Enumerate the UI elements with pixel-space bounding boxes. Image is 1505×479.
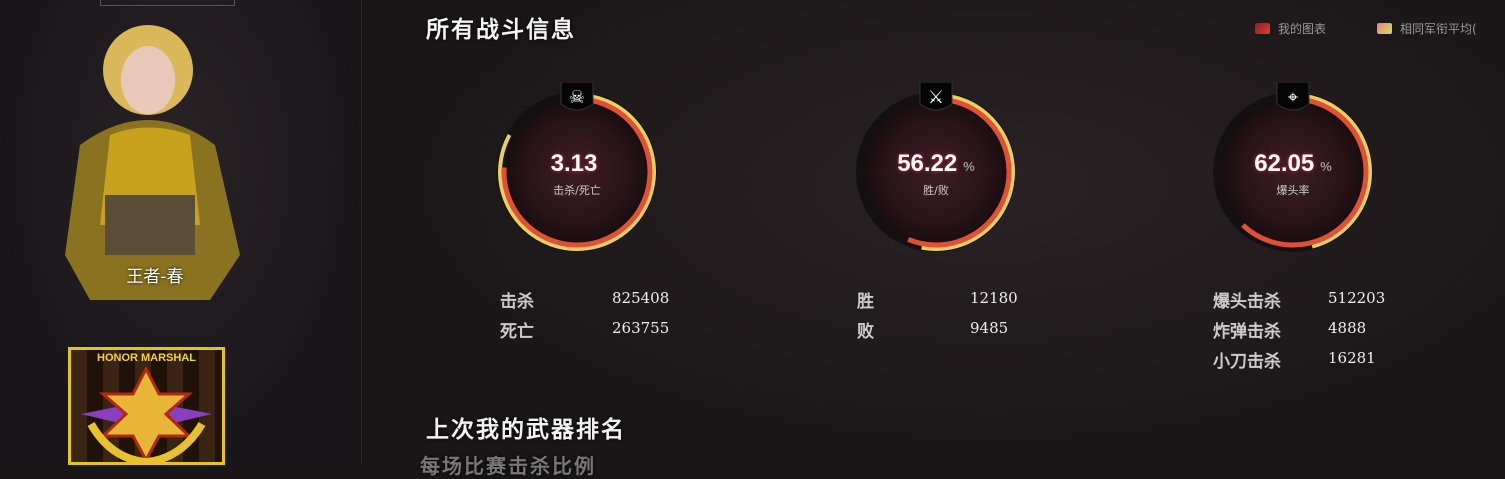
sniper-crosshair-icon: ⌖ (1288, 87, 1298, 108)
legend-my-chart[interactable]: 我的图表 (1255, 20, 1326, 37)
stat-label: 炸弹击杀 (1213, 322, 1281, 342)
gauge-number: 3.13 (550, 150, 598, 177)
player-panel: 王者-春 HONOR MARSHAL (0, 0, 362, 465)
skull-crossbones-icon: ☠ (569, 87, 585, 108)
gauge-face (1222, 101, 1364, 243)
stat-row: 死亡 263755 (500, 317, 669, 342)
stat-value: 12180 (970, 289, 1018, 307)
star-emblem-icon (81, 365, 212, 464)
gauge-number: 62.05 (1254, 150, 1315, 177)
stat-value: 263755 (612, 319, 670, 337)
gauge-value: 3.13 (492, 150, 662, 178)
gauge-number: 56.22 (897, 150, 958, 177)
gauge-average-arc (1292, 93, 1372, 249)
stat-label: 击杀 (500, 292, 534, 312)
gauge-my-arc (501, 96, 653, 248)
gauge-icon-shield (1276, 82, 1310, 111)
legend-swatch (1255, 23, 1270, 34)
legend-label: 相同军衔平均( (1400, 22, 1477, 36)
legend-swatch (1377, 23, 1392, 34)
gauge-label: 爆头率 (1276, 184, 1310, 197)
gauge-headshot-rate: ⌖ 62.05% 爆头率 (1208, 82, 1378, 257)
legend-label: 我的图表 (1278, 22, 1327, 36)
section-title-weapon-rank: 上次我的武器排名 (426, 417, 626, 443)
stat-value: 16281 (1328, 349, 1376, 367)
gauge-value: 62.05% (1208, 150, 1378, 178)
stat-label: 小刀击杀 (1213, 352, 1281, 372)
stat-label: 死亡 (500, 322, 534, 342)
gauge-icon-shield (560, 82, 594, 111)
gauge-average-arc (498, 93, 656, 251)
stat-label: 胜 (857, 292, 874, 312)
character-portrait (65, 25, 240, 300)
section-title-all-battle-info: 所有战斗信息 (426, 17, 576, 43)
stat-row: 胜 12180 (857, 287, 1018, 312)
legend-rank-average[interactable]: 相同军衔平均( (1377, 20, 1477, 37)
stat-value: 4888 (1328, 319, 1367, 337)
gauge-unit: % (1320, 159, 1332, 174)
gauge-face (865, 101, 1007, 243)
gauge-unit: % (963, 159, 975, 174)
stat-value: 512203 (1328, 289, 1386, 307)
gauge-value: 56.22% (851, 150, 1021, 178)
battle-info-panel: 所有战斗信息 我的图表 相同军衔平均( ☠ 3.13 击杀/死亡 ⚔ 56.22… (363, 0, 1505, 478)
stat-row: 爆头击杀 512203 (1213, 287, 1385, 312)
gauge-face (506, 101, 648, 243)
gauge-my-arc (1241, 96, 1369, 248)
gauge-label: 击杀/死亡 (553, 184, 601, 197)
rank-badge-text: HONOR MARSHAL (97, 352, 196, 364)
crossed-rifles-icon: ⚔ (928, 87, 944, 108)
gauge-average-arc (921, 93, 1015, 251)
stat-value: 9485 (970, 319, 1009, 337)
gauge-my-arc (907, 96, 1012, 248)
gauge-win-rate: ⚔ 56.22% 胜/败 (851, 82, 1021, 257)
gauge-kd: ☠ 3.13 击杀/死亡 (492, 82, 662, 257)
rank-badge: HONOR MARSHAL (68, 347, 225, 465)
stat-row: 击杀 825408 (500, 287, 669, 312)
player-name: 王者-春 (126, 267, 184, 287)
stat-row: 小刀击杀 16281 (1213, 347, 1376, 372)
gauge-label: 胜/败 (923, 184, 949, 197)
stat-label: 爆头击杀 (1213, 292, 1281, 312)
stat-value: 825408 (612, 289, 670, 307)
stat-row: 败 9485 (857, 317, 1008, 342)
gauge-icon-shield (919, 82, 953, 111)
stat-label: 败 (857, 322, 874, 342)
stat-row: 炸弹击杀 4888 (1213, 317, 1366, 342)
tab-stub (100, 0, 235, 6)
